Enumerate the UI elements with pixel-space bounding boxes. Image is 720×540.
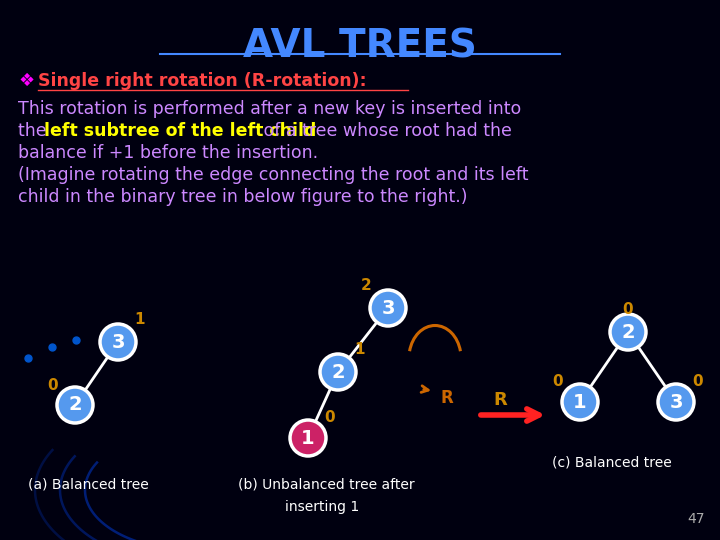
Circle shape bbox=[290, 420, 326, 456]
Text: 2: 2 bbox=[621, 322, 635, 341]
Circle shape bbox=[320, 354, 356, 390]
Text: left subtree of the left child: left subtree of the left child bbox=[44, 122, 316, 140]
Circle shape bbox=[370, 290, 406, 326]
Text: 3: 3 bbox=[382, 299, 395, 318]
Circle shape bbox=[57, 387, 93, 423]
Text: 0: 0 bbox=[623, 302, 634, 318]
Text: inserting 1: inserting 1 bbox=[285, 500, 359, 514]
Text: Single right rotation (R-rotation):: Single right rotation (R-rotation): bbox=[38, 72, 366, 90]
Text: (Imagine rotating the edge connecting the root and its left: (Imagine rotating the edge connecting th… bbox=[18, 166, 528, 184]
Text: 2: 2 bbox=[361, 279, 372, 294]
Text: balance if +1 before the insertion.: balance if +1 before the insertion. bbox=[18, 144, 318, 162]
Circle shape bbox=[610, 314, 646, 350]
Text: 0: 0 bbox=[553, 375, 563, 389]
Circle shape bbox=[100, 324, 136, 360]
Text: the: the bbox=[18, 122, 52, 140]
Text: 3: 3 bbox=[112, 333, 125, 352]
Circle shape bbox=[562, 384, 598, 420]
Text: (b) Unbalanced tree after: (b) Unbalanced tree after bbox=[238, 478, 415, 492]
Text: 2: 2 bbox=[331, 362, 345, 381]
Text: 1: 1 bbox=[135, 313, 145, 327]
Text: AVL TREES: AVL TREES bbox=[243, 28, 477, 66]
Text: This rotation is performed after a new key is inserted into: This rotation is performed after a new k… bbox=[18, 100, 521, 118]
Text: 1: 1 bbox=[573, 393, 587, 411]
Text: 0: 0 bbox=[325, 410, 336, 426]
Text: R: R bbox=[440, 389, 453, 407]
Circle shape bbox=[658, 384, 694, 420]
Text: 0: 0 bbox=[693, 375, 703, 389]
Text: 0: 0 bbox=[48, 377, 58, 393]
Text: 3: 3 bbox=[670, 393, 683, 411]
Text: (c) Balanced tree: (c) Balanced tree bbox=[552, 455, 672, 469]
Text: (a) Balanced tree: (a) Balanced tree bbox=[28, 478, 149, 492]
Text: of a tree whose root had the: of a tree whose root had the bbox=[258, 122, 512, 140]
Text: ❖: ❖ bbox=[18, 72, 34, 90]
Text: 1: 1 bbox=[301, 429, 315, 448]
Text: 2: 2 bbox=[68, 395, 82, 415]
Text: 47: 47 bbox=[688, 512, 705, 526]
Text: child in the binary tree in below figure to the right.): child in the binary tree in below figure… bbox=[18, 188, 467, 206]
Text: 1: 1 bbox=[355, 342, 365, 357]
Text: R: R bbox=[493, 391, 507, 409]
